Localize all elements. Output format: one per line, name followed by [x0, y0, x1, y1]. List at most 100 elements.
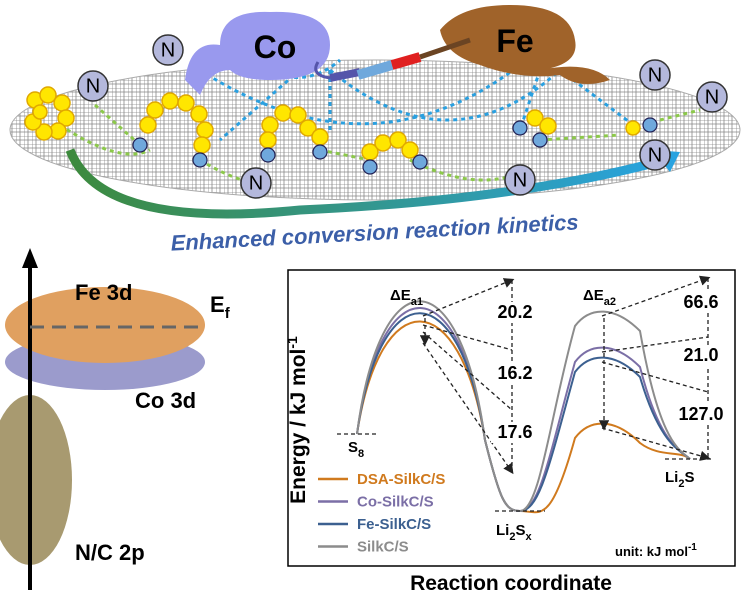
shape	[311, 128, 329, 146]
shape	[642, 117, 658, 133]
shape	[193, 136, 211, 154]
fermi-label: Ef	[210, 292, 231, 322]
difference-label: 21.0	[683, 345, 718, 365]
shape	[39, 86, 57, 104]
shape	[139, 116, 157, 134]
legend-label: Co-SilkC/S	[357, 494, 434, 511]
text-part: a2	[604, 296, 616, 308]
shape	[146, 101, 164, 119]
n-label: N	[648, 144, 662, 166]
energy-profile: Energy / kJ mol-1 Reaction coordinate ΔE…	[284, 269, 736, 595]
shape	[190, 105, 208, 123]
band-diagram: Fe 3d Co 3d N/C 2p Ef	[0, 248, 231, 590]
barrier-label: ΔEa2	[583, 287, 616, 308]
state-label: S8	[348, 439, 364, 460]
text-part: -1	[688, 542, 697, 553]
co-tail	[314, 61, 331, 80]
sulfur-chains	[24, 86, 658, 175]
bond-lines	[59, 103, 701, 184]
fe-atom	[440, 5, 610, 84]
shape	[240, 167, 272, 199]
n-atom: N	[504, 164, 536, 196]
n-label: N	[249, 172, 263, 194]
level-label: Fe 3d	[75, 280, 132, 305]
state-label: Li2Sx	[496, 522, 532, 543]
curves	[356, 300, 691, 514]
text-part: 2	[678, 478, 684, 490]
x-axis-label: Reaction coordinate	[410, 572, 612, 595]
text-part: S	[684, 469, 694, 486]
n-label: N	[648, 64, 662, 86]
difference-label: 17.6	[497, 422, 532, 442]
shape	[422, 331, 513, 411]
shape	[289, 106, 307, 124]
shape	[132, 137, 148, 153]
link	[329, 68, 361, 82]
shape	[696, 81, 728, 113]
difference-label: 20.2	[497, 302, 532, 322]
shape	[422, 342, 514, 475]
difference-label: 127.0	[678, 404, 723, 424]
text-part: S	[515, 522, 525, 539]
shape	[601, 427, 711, 461]
shape	[401, 141, 419, 159]
shape	[504, 164, 536, 196]
legend-label: SilkC/S	[357, 539, 409, 556]
text-part: S	[348, 439, 358, 456]
legend: DSA-SilkC/S Co-SilkC/S Fe-SilkC/S SilkC/S	[318, 471, 445, 556]
n-label: N	[86, 75, 100, 97]
link	[356, 60, 394, 80]
shape	[601, 336, 709, 353]
shape	[412, 154, 428, 170]
n-label: N	[705, 86, 719, 108]
shape	[196, 121, 214, 139]
link	[419, 37, 471, 60]
shape	[32, 104, 48, 120]
shape	[625, 120, 641, 136]
kinetics-arrow	[65, 148, 667, 219]
label-bg	[491, 363, 539, 384]
energy-curve	[356, 300, 691, 513]
co-atom	[185, 11, 330, 95]
n-atom: N	[639, 139, 671, 171]
label-bg	[677, 404, 725, 425]
level-label: Co 3d	[135, 388, 196, 413]
text-part: Li	[665, 469, 678, 486]
n-atom: N	[240, 167, 272, 199]
label-bg	[677, 345, 725, 366]
shape	[601, 361, 709, 393]
text-part: unit: kJ mol	[615, 544, 688, 559]
shape	[35, 123, 53, 141]
n-atom: N	[152, 34, 184, 66]
link	[390, 52, 422, 70]
shape	[526, 109, 544, 127]
shape	[77, 70, 109, 102]
plot-frame	[287, 269, 736, 567]
shape	[177, 94, 195, 112]
text-part: a1	[411, 296, 423, 308]
shape	[259, 131, 277, 149]
text-part: Li	[496, 522, 509, 539]
illustration: Co Fe Enhanced conversion reaction kinet…	[9, 5, 741, 256]
text-part: ΔE	[390, 287, 411, 304]
text-part: Energy / kJ mol	[287, 349, 310, 504]
text-part: E	[210, 292, 225, 317]
legend-label: Fe-SilkC/S	[357, 516, 431, 533]
text-part: ΔE	[583, 287, 604, 304]
metal-label: Co	[254, 29, 297, 65]
text-part: x	[525, 531, 532, 543]
unit-note: unit: kJ mol-1	[615, 542, 697, 559]
text-part: -1	[284, 336, 300, 349]
fe-band	[5, 287, 205, 363]
shape	[601, 275, 711, 317]
shape	[152, 34, 184, 66]
label-bg	[677, 292, 725, 313]
carbon-mesh	[9, 59, 741, 201]
energy-curve	[356, 312, 691, 513]
n-atom: N	[639, 59, 671, 91]
state-label: Li2S	[665, 469, 694, 490]
n-atom: N	[77, 70, 109, 102]
shape	[192, 152, 208, 168]
label-bg	[491, 422, 539, 443]
